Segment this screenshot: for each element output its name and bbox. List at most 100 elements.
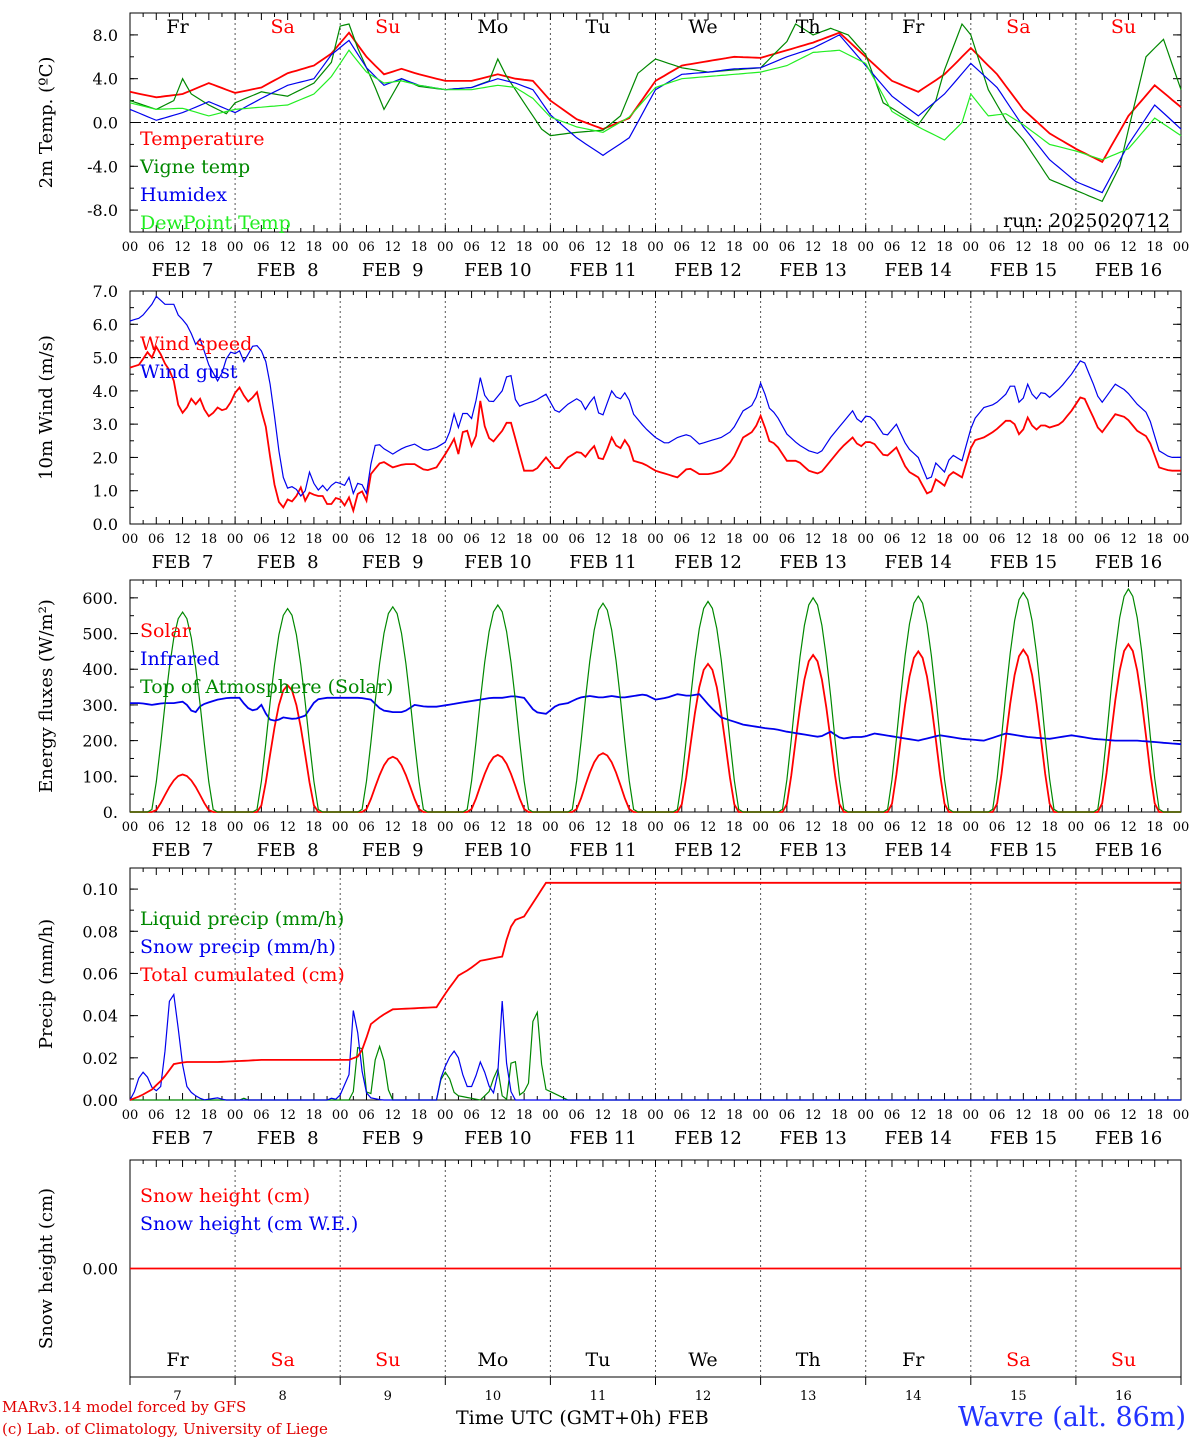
- temp-date-label: FEB 10: [464, 260, 531, 281]
- temp-date-label: FEB 11: [569, 260, 636, 281]
- wind-date-label: FEB 10: [464, 552, 531, 573]
- precip-ytick-label: 0.08: [82, 922, 118, 941]
- flux-hour-label: 06: [253, 820, 270, 835]
- precip-ylabel: Precip (mm/h): [36, 919, 57, 1049]
- flux-date-label: FEB 8: [257, 840, 319, 861]
- wind-hour-label: 00: [963, 532, 980, 547]
- flux-legend-top-of-atmosphere-solar-: Top of Atmosphere (Solar): [140, 676, 393, 698]
- wind-hour-label: 12: [1015, 532, 1032, 547]
- snow-day-name: Th: [796, 1349, 821, 1371]
- wind-ylabel: 10m Wind (m/s): [36, 335, 57, 480]
- wind-hour-label: 18: [516, 532, 533, 547]
- flux-hour-label: 00: [1068, 820, 1085, 835]
- wind-hour-label: 18: [201, 532, 218, 547]
- precip-hour-label: 18: [1146, 1108, 1163, 1123]
- temp-hour-label: 18: [936, 240, 953, 255]
- precip-hour-label: 18: [936, 1108, 953, 1123]
- snow-day-name: Tu: [585, 1349, 610, 1371]
- wind-hour-label: 06: [989, 532, 1006, 547]
- flux-ytick-label: 200.: [82, 732, 118, 751]
- temp-day-name: Mo: [477, 16, 508, 38]
- wind-hour-label: 00: [542, 532, 559, 547]
- wind-hour-label: 06: [779, 532, 796, 547]
- precip-hour-label: 06: [779, 1108, 796, 1123]
- temp-hour-label: 00: [227, 240, 244, 255]
- precip-ytick-label: 0.02: [82, 1049, 118, 1068]
- temp-day-name: We: [688, 16, 717, 38]
- snow-day-number: 10: [485, 1389, 502, 1404]
- flux-hour-label: 06: [884, 820, 901, 835]
- station-label: Wavre (alt. 86m): [958, 1402, 1186, 1433]
- flux-ytick-label: 0.: [103, 803, 118, 822]
- wind-hour-label: 00: [857, 532, 874, 547]
- temp-date-label: FEB 16: [1095, 260, 1162, 281]
- precip-hour-label: 00: [227, 1108, 244, 1123]
- wind-hour-label: 12: [595, 532, 612, 547]
- precip-hour-label: 12: [700, 1108, 717, 1123]
- snow-day-number: 11: [590, 1389, 607, 1404]
- flux-ytick-label: 500.: [82, 625, 118, 644]
- snow-day-name: Mo: [477, 1349, 508, 1371]
- wind-hour-label: 12: [174, 532, 191, 547]
- precip-date-label: FEB 14: [885, 1128, 952, 1149]
- precip-date-label: FEB 11: [569, 1128, 636, 1149]
- flux-date-label: FEB 12: [674, 840, 741, 861]
- precip-hour-label: 12: [805, 1108, 822, 1123]
- temp-ytick-label: -4.0: [87, 157, 118, 176]
- flux-hour-label: 12: [1015, 820, 1032, 835]
- wind-hour-label: 06: [884, 532, 901, 547]
- flux-date-label: FEB 10: [464, 840, 531, 861]
- precip-hour-label: 18: [411, 1108, 428, 1123]
- flux-hour-label: 00: [437, 820, 454, 835]
- flux-hour-label: 12: [805, 820, 822, 835]
- flux-ytick-label: 300.: [82, 696, 118, 715]
- precip-hour-label: 00: [437, 1108, 454, 1123]
- snow-day-number: 15: [1010, 1389, 1027, 1404]
- temp-hour-label: 00: [647, 240, 664, 255]
- wind-ytick-label: 1.0: [93, 482, 118, 501]
- precip-ytick-label: 0.00: [82, 1091, 118, 1110]
- wind-ytick-label: 2.0: [93, 448, 118, 467]
- flux-date-label: FEB 13: [779, 840, 846, 861]
- temp-hour-label: 06: [568, 240, 585, 255]
- wind-hour-label: 12: [384, 532, 401, 547]
- temp-day-name: Fr: [902, 16, 925, 38]
- temp-date-label: FEB 15: [990, 260, 1057, 281]
- snow-day-name: Fr: [166, 1349, 189, 1371]
- temp-date-label: FEB 8: [257, 260, 319, 281]
- precip-hour-label: 18: [621, 1108, 638, 1123]
- precip-hour-label: 00: [752, 1108, 769, 1123]
- temp-hour-label: 12: [595, 240, 612, 255]
- temp-hour-label: 06: [148, 240, 165, 255]
- wind-hour-label: 06: [148, 532, 165, 547]
- wind-hour-label: 06: [358, 532, 375, 547]
- wind-hour-label: 06: [1094, 532, 1111, 547]
- flux-ylabel: Energy fluxes (W/m²): [36, 599, 57, 793]
- wind-date-label: FEB 11: [569, 552, 636, 573]
- temp-hour-label: 06: [989, 240, 1006, 255]
- temp-day-name: Su: [375, 16, 400, 38]
- wind-hour-label: 18: [936, 532, 953, 547]
- precip-hour-label: 18: [306, 1108, 323, 1123]
- wind-ytick-label: 5.0: [93, 349, 118, 368]
- flux-hour-label: 18: [726, 820, 743, 835]
- temp-date-label: FEB 9: [362, 260, 424, 281]
- wind-hour-label: 18: [1146, 532, 1163, 547]
- flux-hour-label: 12: [279, 820, 296, 835]
- flux-date-label: FEB 9: [362, 840, 424, 861]
- precip-date-label: FEB 13: [779, 1128, 846, 1149]
- precip-hour-label: 12: [595, 1108, 612, 1123]
- precip-hour-label: 00: [647, 1108, 664, 1123]
- temp-hour-label: 00: [963, 240, 980, 255]
- wind-hour-label: 00: [647, 532, 664, 547]
- temp-ytick-label: -8.0: [87, 201, 118, 220]
- flux-date-label: FEB 14: [885, 840, 952, 861]
- wind-date-label: FEB 9: [362, 552, 424, 573]
- wind-hour-label: 12: [1120, 532, 1137, 547]
- flux-hour-label: 18: [936, 820, 953, 835]
- flux-hour-label: 12: [174, 820, 191, 835]
- wind-hour-label: 00: [752, 532, 769, 547]
- flux-hour-label: 06: [989, 820, 1006, 835]
- temp-ylabel: 2m Temp. (ºC): [36, 57, 57, 189]
- temp-hour-label: 00: [857, 240, 874, 255]
